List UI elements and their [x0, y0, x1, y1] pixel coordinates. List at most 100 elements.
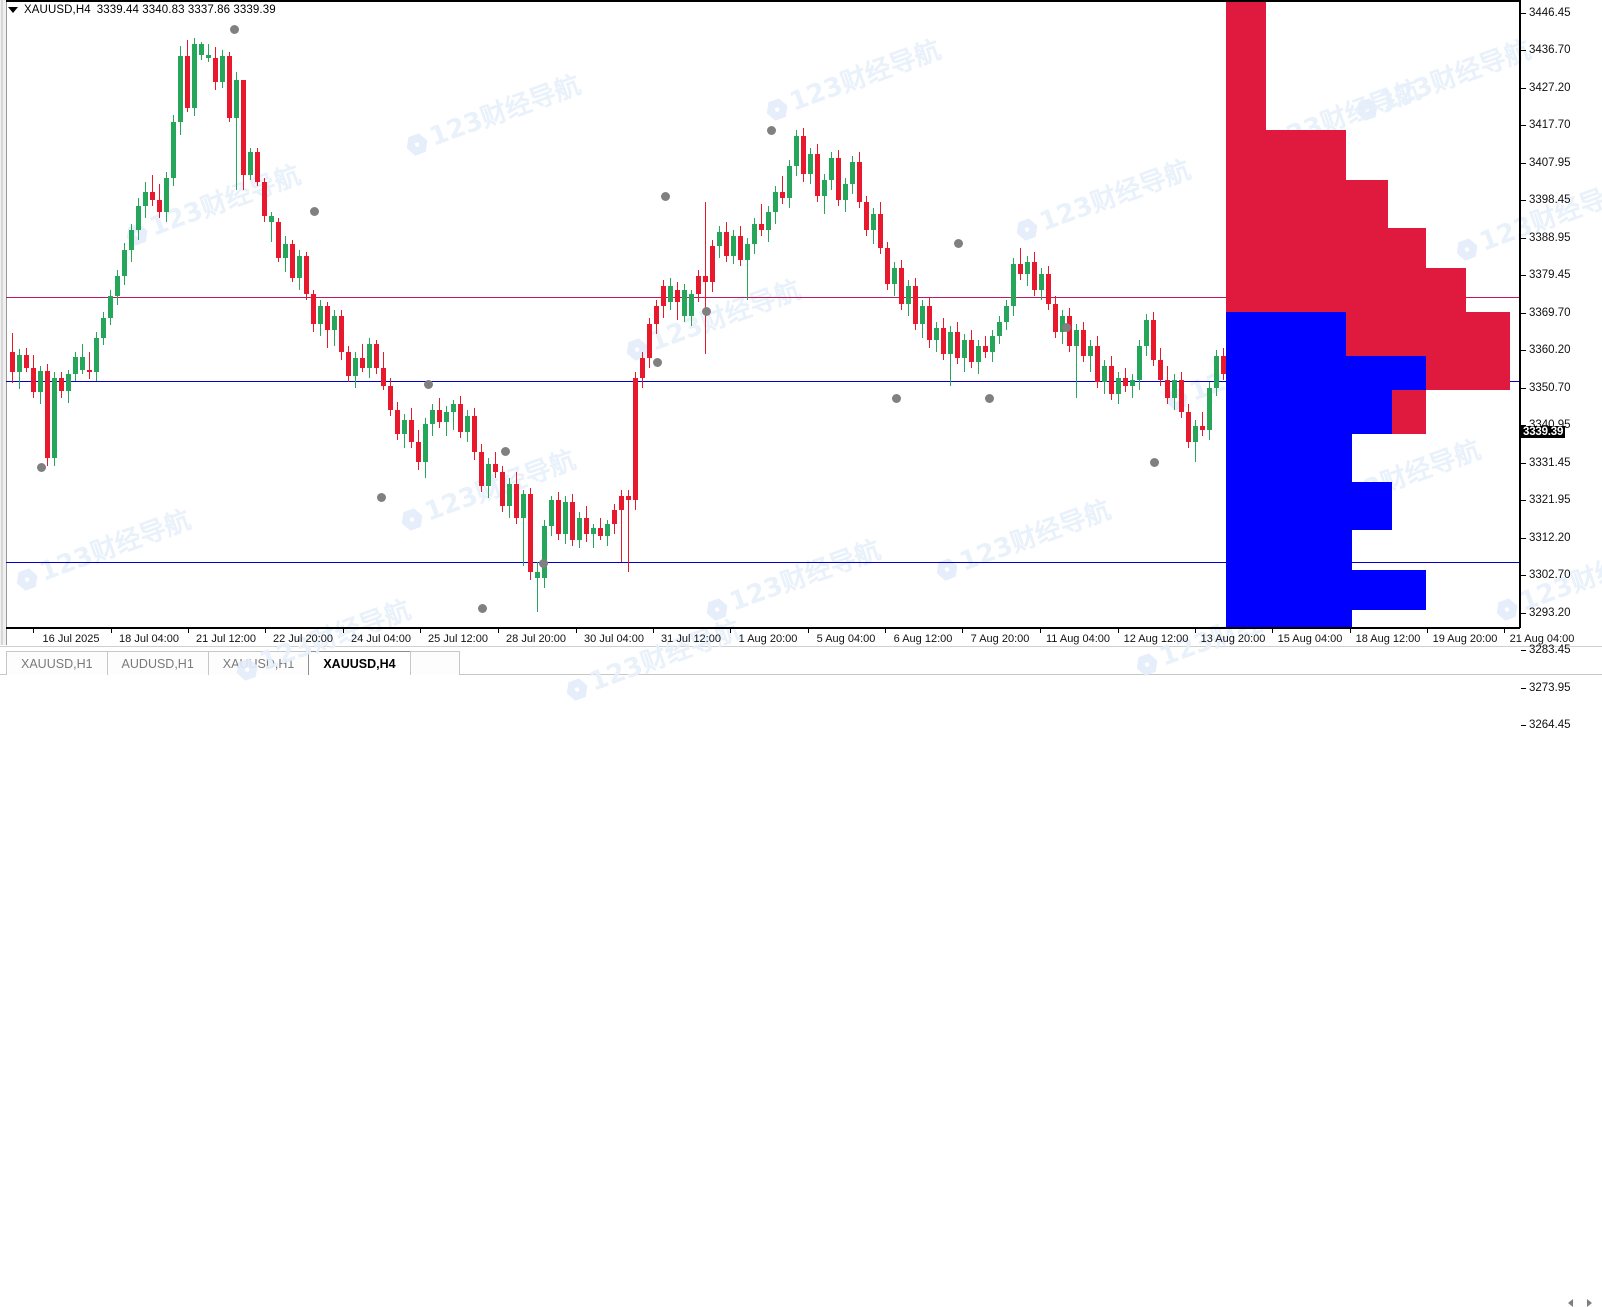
candle-body [556, 500, 561, 534]
candle-body [17, 355, 22, 372]
time-tick-label: 24 Jul 04:00 [351, 633, 411, 645]
candle-body [213, 58, 218, 82]
candle-body [1186, 412, 1191, 442]
candle-body [990, 336, 995, 352]
plot-border-top [6, 0, 1520, 2]
candle-body [514, 484, 519, 518]
candle-body [150, 192, 155, 200]
candle-body [297, 256, 302, 278]
time-tick [962, 629, 963, 633]
chart-tab-active[interactable]: XAUUSD,H4 [308, 651, 411, 675]
price-tick [1521, 500, 1526, 501]
candle-body [850, 162, 855, 184]
arrow-right-icon[interactable] [1587, 1299, 1592, 1307]
candle-body [766, 212, 771, 230]
price-tick-label: 3446.45 [1529, 7, 1571, 19]
price-tick [1521, 350, 1526, 351]
time-tick [1272, 629, 1273, 633]
price-tick-label: 3273.95 [1529, 682, 1571, 694]
time-tick [885, 629, 886, 633]
time-tick-label: 21 Jul 12:00 [196, 633, 256, 645]
arrow-left-icon[interactable] [1568, 1299, 1573, 1307]
tab-baseline [0, 674, 1602, 675]
plot-border-right [1519, 0, 1521, 628]
time-tick-label: 5 Aug 04:00 [816, 633, 876, 645]
candle-body [528, 494, 533, 572]
candle-body [773, 192, 778, 212]
candle-body [430, 410, 435, 424]
candle-wick [271, 212, 272, 242]
volume-profile [1226, 0, 1520, 628]
price-tick-label: 3427.20 [1529, 82, 1571, 94]
time-tick [1350, 629, 1351, 633]
chart-tab[interactable]: AUDUSD,H1 [106, 651, 209, 675]
candle-body [220, 56, 225, 82]
candle-body [794, 136, 799, 166]
candle-body [549, 500, 554, 526]
candle-body [892, 268, 897, 284]
candle-body [584, 518, 589, 534]
candle-body [710, 246, 715, 282]
candle-body [171, 122, 176, 178]
time-tick [808, 629, 809, 633]
candle-body [535, 572, 540, 578]
price-tick [1521, 313, 1526, 314]
price-tick [1521, 538, 1526, 539]
candle-body [444, 412, 449, 422]
candle-body [1074, 330, 1079, 346]
time-tick [420, 629, 421, 633]
candle-body [934, 328, 939, 340]
candle-body [115, 276, 120, 296]
price-tick [1521, 88, 1526, 89]
candle-body [1214, 356, 1219, 388]
level-line-support-blue-lower[interactable] [6, 562, 1520, 563]
candle-body [1046, 274, 1051, 304]
time-axis[interactable]: 16 Jul 2025 18 Jul 04:00 21 Jul 12:00 22 Ju… [6, 629, 1574, 645]
candle-body [157, 200, 162, 212]
price-tick-label: 3407.95 [1529, 157, 1571, 169]
caret-down-icon[interactable] [8, 7, 18, 13]
candle-body [962, 340, 967, 358]
ohlc-values: 3339.44 3340.83 3337.86 3339.39 [96, 4, 276, 16]
candle-body [283, 244, 288, 258]
price-tick-label: 3360.20 [1529, 344, 1571, 356]
candle-body [591, 528, 596, 534]
candle-body [864, 202, 869, 230]
candle-body [899, 268, 904, 304]
time-tick-label: 16 Jul 2025 [42, 633, 100, 645]
candle-body [1081, 330, 1086, 356]
price-axis[interactable]: 3446.45 3436.70 3427.20 3417.70 3407.95 3398.… [1521, 0, 1602, 731]
candle-body [192, 44, 197, 108]
fractal-marker [230, 25, 239, 34]
candle-wick [593, 524, 594, 548]
candle-body [661, 286, 666, 306]
price-chart-plot[interactable] [6, 0, 1520, 628]
chart-tab[interactable]: XAUUSD,H1 [6, 651, 108, 675]
price-tick [1521, 575, 1526, 576]
level-line-support-blue-upper[interactable] [6, 381, 1520, 382]
candle-body [1116, 378, 1121, 394]
candle-body [360, 358, 365, 368]
candle-wick [1132, 374, 1133, 398]
candle-body [689, 294, 694, 316]
candle-body [787, 166, 792, 198]
time-tick-label: 15 Aug 04:00 [1277, 633, 1343, 645]
price-tick [1521, 463, 1526, 464]
candle-body [815, 154, 820, 196]
price-tick-label: 3321.95 [1529, 494, 1571, 506]
candle-body [878, 214, 883, 248]
tab-scroll-arrows[interactable] [1568, 1299, 1592, 1307]
new-tab-slot[interactable] [409, 651, 460, 675]
candle-body [227, 56, 232, 118]
chart-window: 123财经导航 123财经导航 123财经导航 123财经导航 123财经导航 123财经… [0, 0, 1602, 678]
fractal-marker [424, 380, 433, 389]
candle-body [164, 178, 169, 212]
candle-body [738, 236, 743, 260]
candle-body [437, 410, 442, 422]
time-tick [1040, 629, 1041, 633]
price-tick [1521, 275, 1526, 276]
level-line-resistance-red[interactable] [6, 297, 1520, 298]
price-tick-label: 3283.45 [1529, 644, 1571, 656]
candle-body [374, 344, 379, 368]
candle-body [521, 494, 526, 518]
